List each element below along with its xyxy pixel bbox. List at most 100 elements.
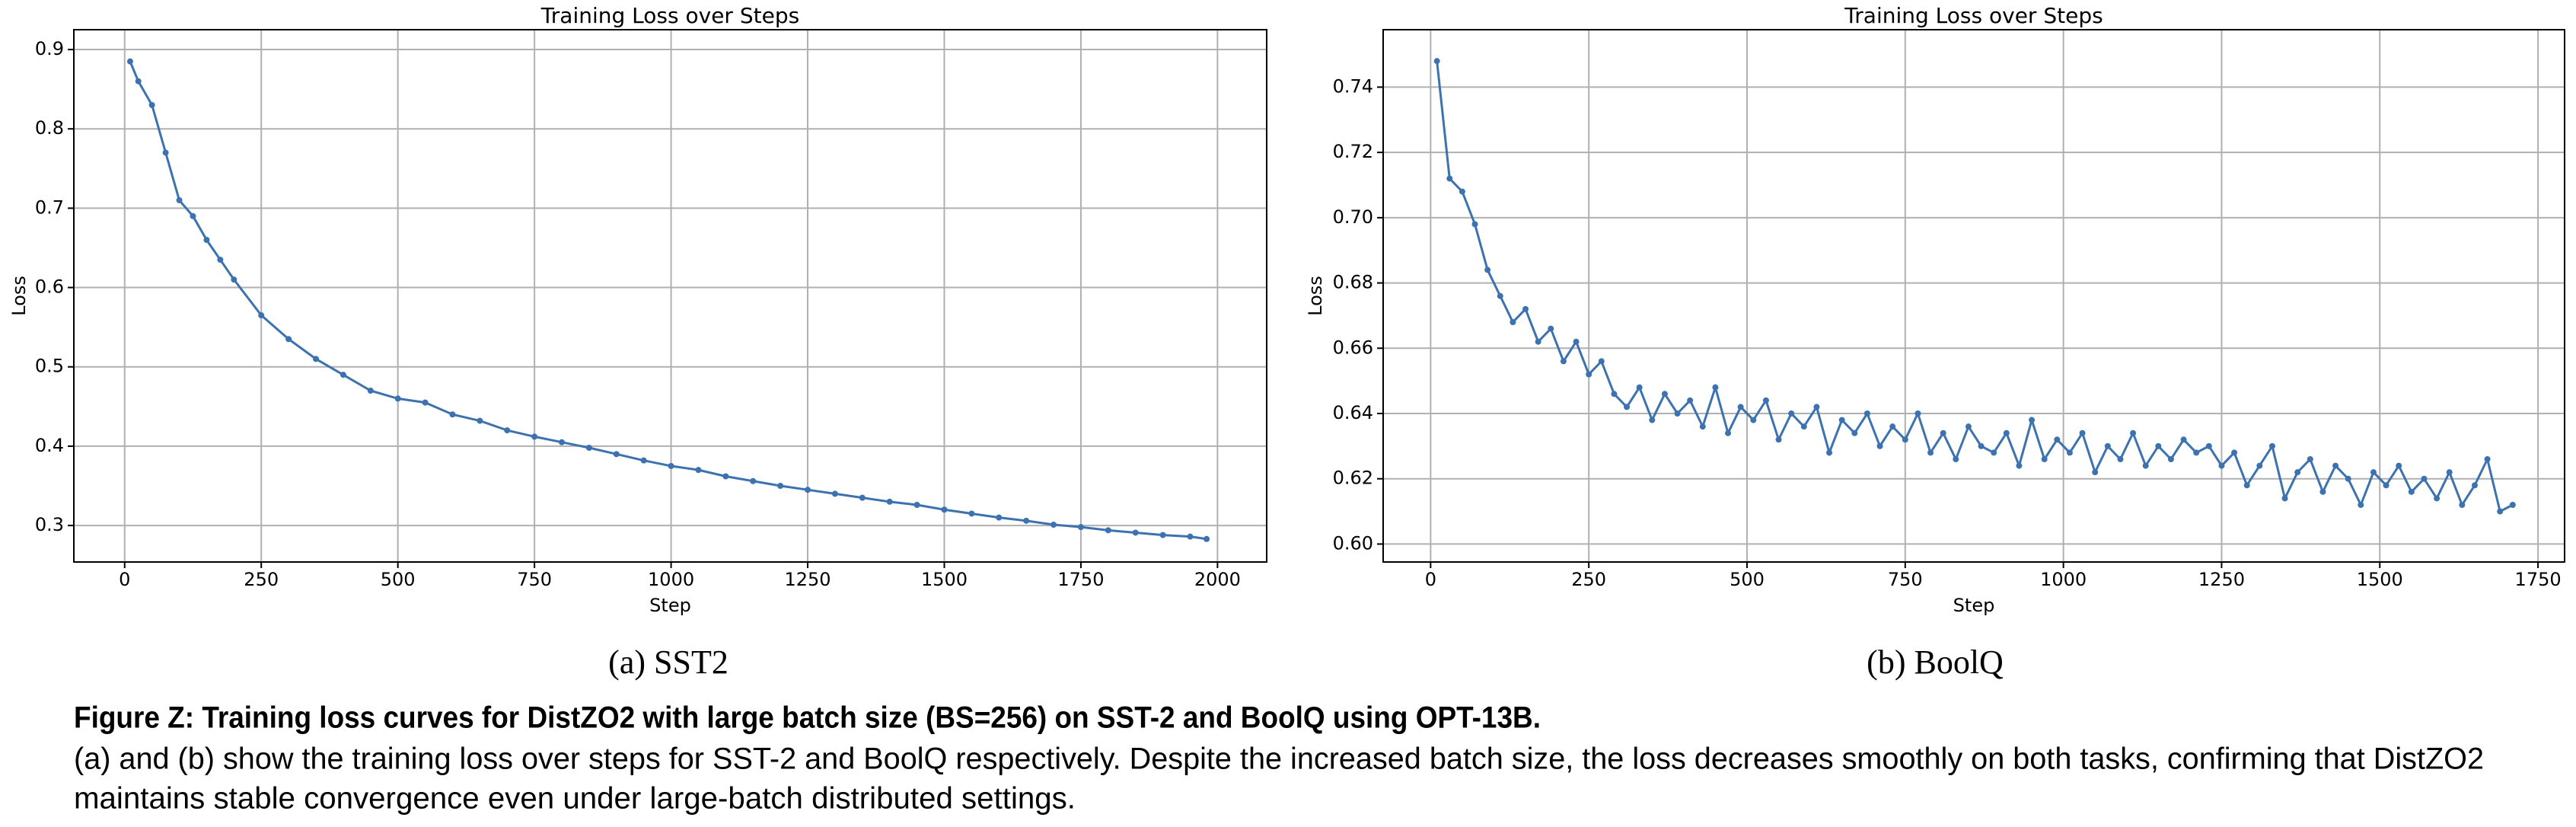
loss-point xyxy=(750,477,757,484)
loss-point xyxy=(2307,456,2313,462)
loss-point xyxy=(1105,527,1111,534)
loss-point xyxy=(2396,462,2402,469)
loss-point xyxy=(1560,358,1567,365)
loss-line xyxy=(129,61,1207,541)
loss-point xyxy=(2130,429,2137,436)
y-axis-label: Loss xyxy=(1305,276,1326,316)
x-tick-label: 1000 xyxy=(2040,569,2087,590)
loss-point xyxy=(285,336,292,343)
x-tick-label: 250 xyxy=(244,569,279,590)
loss-point xyxy=(722,473,729,480)
loss-point xyxy=(640,457,647,464)
loss-point xyxy=(831,490,838,497)
loss-point xyxy=(1914,410,1921,417)
loss-point xyxy=(613,451,620,458)
loss-point xyxy=(2434,495,2441,502)
x-axis-label: Step xyxy=(649,595,691,616)
loss-point xyxy=(2142,462,2149,469)
loss-point xyxy=(2029,417,2036,423)
plot-frame xyxy=(1382,29,2565,563)
loss-point xyxy=(258,312,265,319)
x-tick-label: 1500 xyxy=(921,569,968,590)
loss-point xyxy=(2370,469,2377,476)
loss-point xyxy=(2231,449,2238,456)
loss-point xyxy=(1586,371,1592,378)
loss-point xyxy=(531,433,538,440)
x-tick-label: 1250 xyxy=(784,569,831,590)
x-tick-label: 0 xyxy=(1425,569,1436,590)
loss-point xyxy=(1889,423,1896,430)
loss-point xyxy=(2117,456,2124,462)
loss-point xyxy=(1750,417,1757,423)
loss-point xyxy=(1826,449,1833,456)
loss-point xyxy=(2180,436,2187,443)
subfigure-caption: (a) SST2 xyxy=(608,643,728,681)
loss-point xyxy=(2421,475,2428,482)
loss-point xyxy=(162,149,169,156)
loss-point xyxy=(2281,495,2288,502)
y-tick-label: 0.5 xyxy=(35,356,64,377)
loss-point xyxy=(126,58,133,65)
x-tick-label: 2000 xyxy=(1194,569,1241,590)
loss-point xyxy=(394,395,401,402)
y-tick-label: 0.3 xyxy=(35,514,64,535)
y-tick-label: 0.4 xyxy=(35,435,64,456)
loss-point xyxy=(1876,442,1883,449)
loss-point xyxy=(135,78,142,85)
loss-point xyxy=(1598,358,1605,365)
loss-point xyxy=(367,387,374,394)
loss-point xyxy=(1636,384,1643,391)
loss-point xyxy=(1940,429,1946,436)
loss-point xyxy=(1510,319,1516,325)
loss-point xyxy=(1699,423,1706,430)
loss-point xyxy=(2358,502,2364,508)
loss-point xyxy=(2167,456,2174,462)
loss-point xyxy=(1927,449,1934,456)
loss-point xyxy=(2092,469,2099,476)
x-tick-label: 250 xyxy=(1571,569,1606,590)
loss-point xyxy=(1687,397,1694,404)
loss-point xyxy=(2345,475,2351,482)
loss-point xyxy=(1446,175,1453,182)
loss-point xyxy=(2066,449,2073,456)
loss-point xyxy=(2256,462,2263,469)
y-tick-label: 0.8 xyxy=(35,117,64,139)
caption-title: Figure Z: Training loss curves for DistZ… xyxy=(74,701,1541,735)
loss-point xyxy=(2459,502,2466,508)
loss-point xyxy=(2079,429,2086,436)
x-tick-label: 1750 xyxy=(2515,569,2562,590)
loss-point xyxy=(1050,522,1057,528)
x-tick-label: 1250 xyxy=(2198,569,2245,590)
y-tick-label: 0.64 xyxy=(1333,402,1373,423)
loss-point xyxy=(2003,429,2010,436)
x-tick-label: 500 xyxy=(1730,569,1765,590)
loss-point xyxy=(2294,469,2301,476)
y-tick-label: 0.7 xyxy=(35,196,64,218)
loss-point xyxy=(1788,410,1795,417)
y-tick-label: 0.68 xyxy=(1333,272,1373,293)
y-tick-label: 0.62 xyxy=(1333,468,1373,489)
loss-point xyxy=(886,498,893,505)
chart-title: Training Loss over Steps xyxy=(1844,3,2103,28)
loss-point xyxy=(2041,456,2048,462)
loss-point xyxy=(2193,449,2200,456)
loss-point xyxy=(1953,456,1959,462)
y-axis-label: Loss xyxy=(8,276,30,316)
loss-point xyxy=(422,399,429,406)
loss-point xyxy=(1132,529,1139,536)
loss-point xyxy=(1838,417,1845,423)
loss-point xyxy=(1991,449,1997,456)
x-tick-label: 1000 xyxy=(648,569,694,590)
y-tick-label: 0.74 xyxy=(1333,75,1373,97)
y-tick-label: 0.60 xyxy=(1333,532,1373,554)
loss-point xyxy=(217,257,224,263)
loss-point xyxy=(1813,404,1820,410)
loss-point xyxy=(1762,397,1769,404)
x-tick-label: 0 xyxy=(119,569,130,590)
loss-point xyxy=(968,510,975,517)
loss-point xyxy=(1712,384,1719,391)
x-tick-label: 1750 xyxy=(1057,569,1104,590)
loss-point xyxy=(1624,404,1631,410)
loss-point xyxy=(2484,456,2491,462)
loss-point xyxy=(504,427,511,434)
